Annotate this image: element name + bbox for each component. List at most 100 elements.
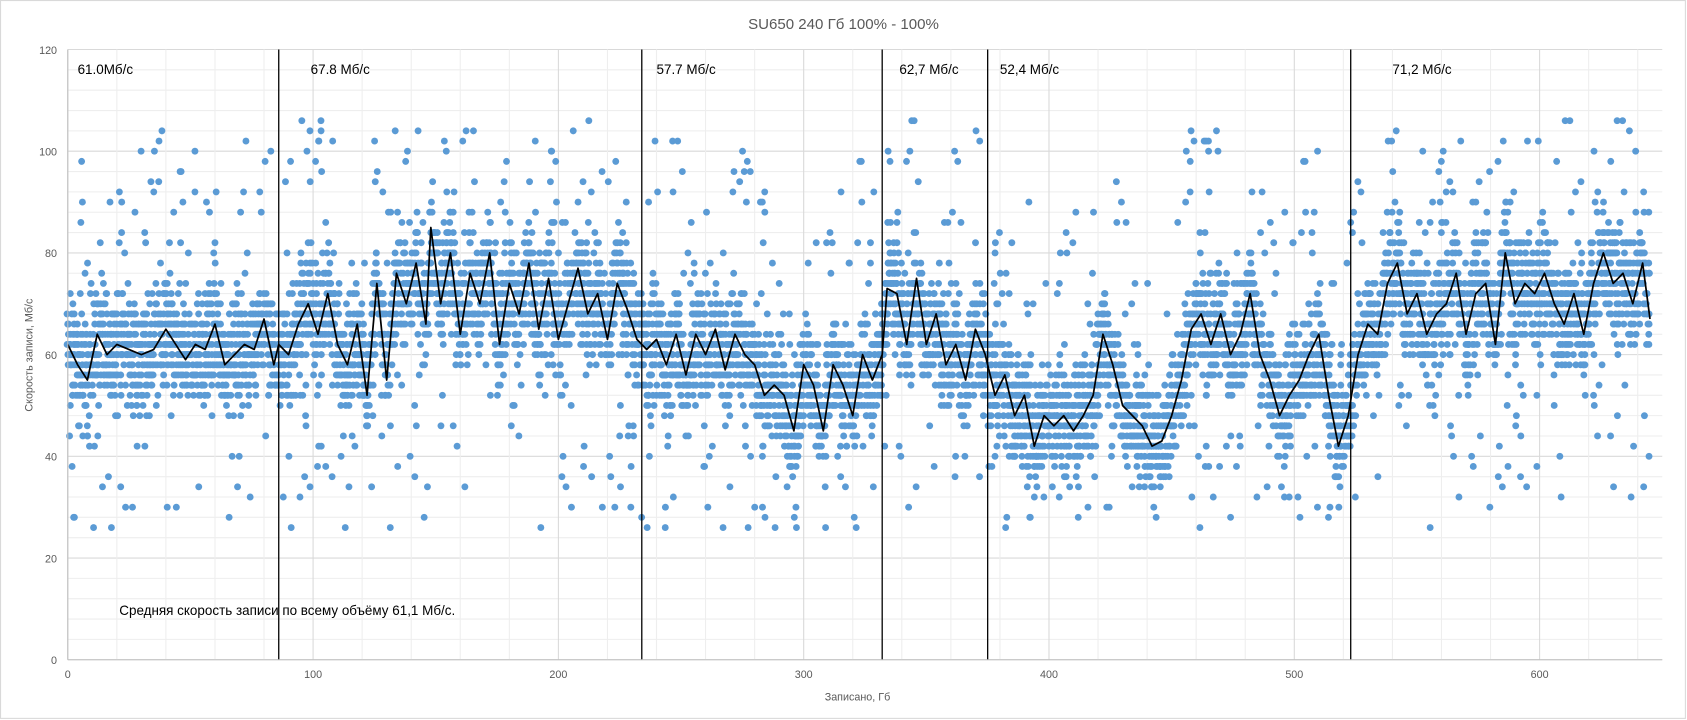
scatter-point — [973, 310, 981, 318]
scatter-point — [630, 269, 638, 277]
scatter-point — [1025, 198, 1033, 206]
scatter-point — [372, 249, 380, 257]
scatter-point — [503, 157, 510, 165]
scatter-point — [476, 341, 484, 348]
scatter-point — [118, 229, 126, 237]
scatter-point — [872, 310, 880, 318]
scatter-point — [69, 300, 77, 308]
scatter-point — [154, 391, 162, 399]
scatter-point — [726, 412, 734, 420]
scatter-point — [583, 239, 591, 247]
scatter-point — [615, 218, 622, 226]
scatter-point — [979, 412, 987, 420]
scatter-point — [427, 198, 435, 206]
scatter-point — [328, 381, 336, 389]
scatter-point — [708, 381, 716, 389]
scatter-point — [449, 229, 457, 237]
scatter-point — [747, 452, 755, 460]
scatter-point — [972, 239, 979, 247]
scatter-point — [191, 188, 199, 196]
scatter-point — [905, 503, 913, 511]
scatter-point — [991, 249, 999, 257]
scatter-point — [704, 371, 712, 379]
scatter-point — [404, 147, 411, 155]
scatter-point — [233, 279, 241, 287]
scatter-point — [887, 218, 894, 226]
scatter-point — [500, 371, 507, 379]
scatter-point — [725, 371, 733, 379]
scatter-point — [299, 391, 307, 399]
scatter-point — [591, 229, 599, 237]
scatter-point — [391, 249, 399, 257]
scatter-point — [1043, 381, 1051, 389]
scatter-point — [936, 351, 944, 359]
scatter-point — [706, 320, 714, 328]
scatter-point — [891, 259, 899, 267]
scatter-point — [113, 310, 121, 318]
scatter-point — [148, 290, 156, 298]
scatter-point — [961, 452, 969, 460]
scatter-point — [122, 320, 130, 328]
scatter-point — [771, 524, 779, 531]
scatter-point — [184, 391, 192, 399]
scatter-point — [398, 381, 406, 389]
scatter-point — [461, 483, 469, 491]
scatter-point — [280, 361, 288, 369]
scatter-point — [704, 503, 712, 511]
scatter-point — [514, 330, 522, 338]
scatter-point — [761, 371, 769, 379]
scatter-point — [722, 320, 730, 328]
scatter-point — [256, 188, 264, 196]
scatter-point — [232, 300, 240, 308]
scatter-point — [460, 269, 468, 277]
scatter-point — [238, 381, 245, 389]
scatter-point — [712, 290, 720, 298]
scatter-point — [315, 381, 323, 389]
scatter-point — [452, 361, 460, 369]
scatter-point — [579, 330, 587, 338]
scatter-point — [252, 381, 259, 389]
scatter-point — [115, 188, 123, 196]
scatter-point — [837, 473, 845, 481]
scatter-point — [213, 290, 221, 298]
scatter-point — [851, 442, 859, 450]
scatter-point — [1056, 249, 1064, 257]
scatter-point — [312, 259, 320, 267]
scatter-point — [243, 249, 251, 257]
scatter-point — [302, 422, 310, 430]
scatter-point — [734, 351, 742, 359]
scatter-point — [774, 351, 782, 359]
scatter-point — [991, 351, 999, 359]
scatter-point — [608, 330, 615, 338]
scatter-point — [858, 198, 866, 206]
scatter-point — [650, 402, 658, 409]
scatter-point — [766, 422, 773, 430]
scatter-point — [510, 269, 517, 277]
scatter-point — [345, 483, 353, 491]
scatter-point — [910, 117, 918, 125]
scatter-point — [953, 300, 961, 308]
scatter-point — [775, 279, 783, 287]
scatter-point — [182, 279, 190, 287]
scatter-point — [697, 290, 705, 298]
scatter-point — [122, 381, 130, 389]
scatter-point — [318, 371, 325, 379]
scatter-point — [155, 178, 163, 186]
scatter-point — [849, 422, 857, 430]
scatter-point — [558, 391, 566, 399]
scatter-point — [580, 463, 587, 470]
scatter-point — [938, 300, 946, 308]
scatter-point — [744, 524, 752, 531]
scatter-point — [520, 300, 528, 308]
scatter-point — [515, 432, 523, 440]
scatter-point — [149, 371, 157, 379]
scatter-point — [669, 137, 677, 145]
scatter-point — [163, 503, 171, 511]
scatter-point — [92, 290, 100, 298]
scatter-point — [78, 198, 86, 206]
scatter-point — [700, 463, 708, 470]
scatter-point — [782, 371, 790, 379]
scatter-point — [926, 422, 934, 430]
scatter-point — [413, 229, 421, 237]
scatter-point — [981, 381, 989, 389]
